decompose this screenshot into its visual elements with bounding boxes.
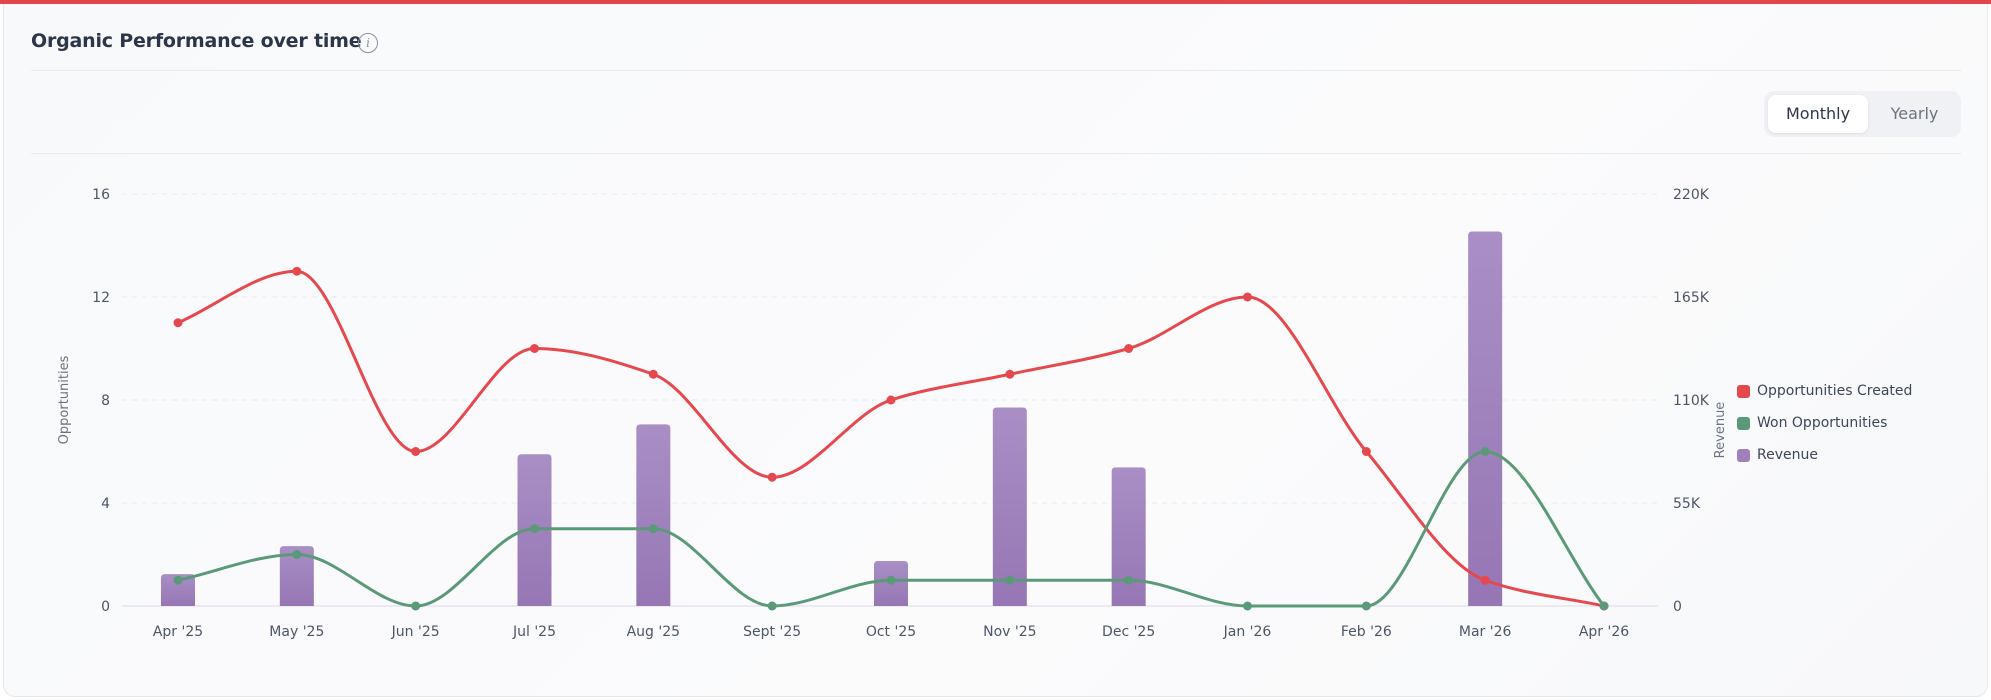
revenue-bar[interactable] (992, 407, 1027, 606)
opportunities-created-point[interactable] (886, 395, 896, 405)
y-right-axis-label: Revenue (1713, 402, 1728, 459)
legend-item-won-opportunities[interactable]: Won Opportunities (1737, 407, 1912, 439)
opportunities-created-point[interactable] (1005, 369, 1015, 379)
x-tick-label: Apr '26 (1579, 624, 1629, 640)
x-tick-label: Apr '25 (153, 624, 203, 640)
legend-label: Won Opportunities (1757, 415, 1888, 431)
opportunities-created-point[interactable] (1480, 575, 1490, 585)
legend-swatch (1737, 448, 1750, 462)
y-left-tick-label: 8 (101, 393, 110, 409)
opportunities-created-point[interactable] (648, 369, 658, 379)
legend-item-revenue[interactable]: Revenue (1737, 439, 1912, 471)
won-opportunities-point[interactable] (648, 524, 658, 534)
info-icon[interactable]: i (358, 33, 378, 53)
divider (31, 153, 1961, 154)
x-tick-label: Aug '25 (627, 624, 680, 640)
y-left-tick-label: 16 (92, 187, 110, 203)
won-opportunities-point[interactable] (530, 524, 539, 534)
x-tick-label: Nov '25 (983, 624, 1036, 640)
won-opportunities-point[interactable] (1243, 601, 1252, 611)
legend: Opportunities Created Won Opportunities … (1737, 375, 1912, 471)
won-opportunities-point[interactable] (411, 601, 421, 611)
legend-label: Revenue (1757, 447, 1818, 463)
period-toggle: Monthly Yearly (1764, 91, 1961, 137)
x-tick-label: Jul '25 (512, 624, 556, 640)
won-opportunities-point[interactable] (1480, 447, 1490, 456)
y-left-tick-label: 0 (101, 599, 110, 615)
x-tick-label: Sept '25 (743, 624, 801, 640)
opportunities-created-point[interactable] (1243, 292, 1252, 302)
x-tick-label: Oct '25 (866, 624, 916, 640)
y-right-tick-label: 110K (1673, 393, 1710, 409)
x-tick-label: May '25 (269, 624, 324, 640)
opportunities-created-point[interactable] (292, 266, 302, 276)
opportunities-created-point[interactable] (1361, 447, 1371, 456)
revenue-bar[interactable] (161, 574, 195, 606)
accent-bar (0, 0, 1991, 4)
legend-label: Opportunities Created (1757, 383, 1913, 399)
y-left-tick-label: 4 (101, 496, 110, 512)
won-opportunities-point[interactable] (1361, 601, 1371, 611)
y-left-tick-label: 12 (92, 290, 110, 306)
legend-swatch (1737, 416, 1750, 430)
opportunities-created-point[interactable] (1124, 344, 1134, 353)
won-opportunities-point[interactable] (1124, 575, 1134, 585)
y-right-tick-label: 165K (1673, 290, 1710, 306)
page-title: Organic Performance over time (31, 30, 362, 52)
yearly-button[interactable]: Yearly (1890, 104, 1939, 123)
opportunities-created-point[interactable] (767, 472, 777, 482)
legend-item-opportunities-created[interactable]: Opportunities Created (1737, 375, 1912, 407)
x-tick-label: Feb '26 (1341, 624, 1392, 640)
won-opportunities-point[interactable] (1599, 601, 1609, 611)
y-left-axis-label: Opportunities (57, 355, 72, 444)
y-right-tick-label: 220K (1673, 187, 1710, 203)
won-opportunities-point[interactable] (173, 575, 183, 585)
won-opportunities-point[interactable] (886, 575, 896, 585)
opportunities-created-point[interactable] (530, 344, 539, 353)
legend-swatch (1737, 384, 1750, 398)
opportunities-created-point[interactable] (411, 447, 421, 456)
y-right-tick-label: 55K (1673, 496, 1701, 512)
divider (31, 70, 1961, 71)
x-tick-label: Mar '26 (1459, 624, 1512, 640)
revenue-bar[interactable] (279, 546, 314, 606)
won-opportunities-point[interactable] (767, 601, 777, 611)
revenue-bar[interactable] (1468, 231, 1503, 607)
won-opportunities-point[interactable] (1005, 575, 1015, 585)
x-tick-label: Jun '25 (391, 624, 440, 640)
monthly-button[interactable]: Monthly (1768, 95, 1868, 133)
opportunities-created-point[interactable] (173, 318, 183, 328)
x-tick-label: Dec '25 (1102, 624, 1155, 640)
x-tick-label: Jan '26 (1223, 624, 1272, 640)
won-opportunities-point[interactable] (292, 550, 302, 559)
revenue-bar[interactable] (636, 424, 671, 606)
revenue-bar[interactable] (1111, 467, 1146, 606)
y-right-tick-label: 0 (1673, 599, 1682, 615)
opportunities-created-line (177, 269, 1605, 608)
